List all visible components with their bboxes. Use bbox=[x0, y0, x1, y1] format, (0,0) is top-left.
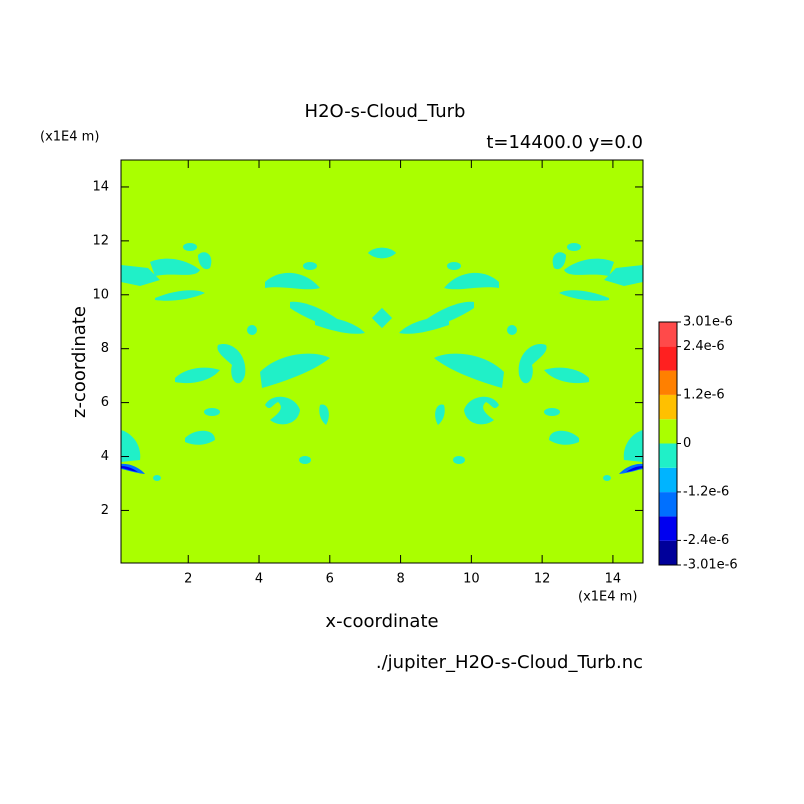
x-tick-label: 8 bbox=[396, 572, 404, 587]
colorbar-tick-label: 2.4e-6 bbox=[683, 339, 725, 354]
y-tick-label: 6 bbox=[101, 395, 109, 410]
colorbar-band bbox=[659, 394, 677, 420]
x-tick-label: 2 bbox=[184, 572, 192, 587]
colorbar-band bbox=[659, 467, 677, 493]
plot-background bbox=[121, 160, 643, 563]
colorbar-tick-label: -1.2e-6 bbox=[683, 484, 729, 499]
colorbar-band bbox=[659, 492, 677, 517]
x-tick-label: 14 bbox=[605, 572, 622, 587]
colorbar-band bbox=[659, 370, 677, 395]
x-unit: (x1E4 m) bbox=[578, 590, 637, 605]
y-unit: (x1E4 m) bbox=[40, 130, 99, 145]
y-tick-label: 4 bbox=[101, 449, 109, 464]
plot-frame bbox=[120, 159, 644, 564]
y-tick-label: 10 bbox=[92, 287, 109, 302]
colorbar-band bbox=[659, 322, 677, 347]
y-axis-label: z-coordinate bbox=[69, 306, 90, 418]
y-tick-label: 12 bbox=[92, 233, 109, 248]
x-tick-label: 10 bbox=[463, 572, 480, 587]
chart-title: H2O-s-Cloud_Turb bbox=[305, 101, 466, 122]
colorbar-band bbox=[659, 443, 677, 468]
y-tick-label: 14 bbox=[92, 179, 109, 194]
y-tick-label: 2 bbox=[101, 503, 109, 518]
colorbar-band bbox=[659, 540, 677, 565]
x-axis-label: x-coordinate bbox=[325, 611, 438, 632]
chart-subtitle: t=14400.0 y=0.0 bbox=[486, 132, 643, 153]
colorbar-band bbox=[659, 346, 677, 371]
colorbar-tick-label: 0 bbox=[683, 436, 691, 451]
x-tick-label: 6 bbox=[326, 572, 334, 587]
contour-field bbox=[121, 243, 643, 481]
colorbar-tick-label: -3.01e-6 bbox=[683, 558, 738, 573]
colorbar-tick-label: 3.01e-6 bbox=[683, 315, 733, 330]
x-tick-label: 12 bbox=[534, 572, 551, 587]
source-file: ./jupiter_H2O-s-Cloud_Turb.nc bbox=[376, 652, 643, 673]
colorbar-tick-label: 1.2e-6 bbox=[683, 388, 725, 403]
colorbar-tick-label: -2.4e-6 bbox=[683, 533, 729, 548]
colorbar-band bbox=[659, 516, 677, 541]
y-tick-label: 8 bbox=[101, 341, 109, 356]
x-tick-label: 4 bbox=[255, 572, 263, 587]
colorbar-band bbox=[659, 419, 677, 444]
